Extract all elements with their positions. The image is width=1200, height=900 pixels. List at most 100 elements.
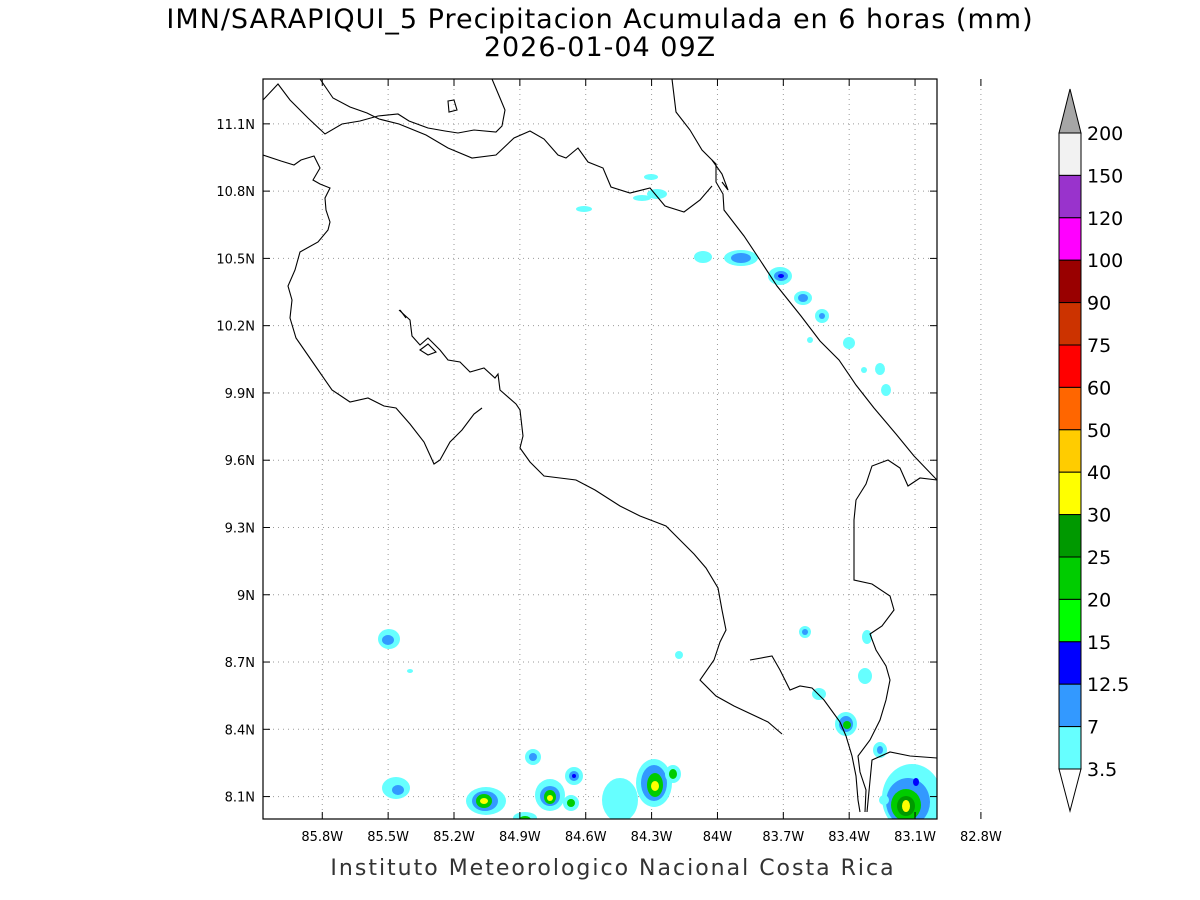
colorbar-level-label: 150 xyxy=(1087,165,1123,187)
gulf-nicoya-coastline xyxy=(398,309,783,735)
colorbar-swatch xyxy=(1058,471,1082,516)
colorbar-swatch xyxy=(1058,556,1082,600)
colorbar-level-label: 3.5 xyxy=(1087,759,1117,781)
precip-patch xyxy=(382,635,394,645)
nicoya-pacific-coastline xyxy=(263,154,483,465)
colorbar-level-label: 15 xyxy=(1087,632,1111,654)
precip-patch xyxy=(798,294,808,302)
colorbar-level-label: 100 xyxy=(1087,250,1123,272)
lon-tick-label: 85.5W xyxy=(367,830,409,845)
lon-tick-label: 85.8W xyxy=(301,830,343,845)
colorbar-swatch xyxy=(1058,302,1082,346)
lat-tick-label: 10.5N xyxy=(216,252,255,267)
colorbar-level-label: 40 xyxy=(1087,462,1111,484)
lat-tick-label: 10.2N xyxy=(216,320,255,335)
precip-patch xyxy=(529,753,537,761)
map-datetime: 2026-01-04 09Z xyxy=(483,32,717,63)
precip-patch xyxy=(819,313,825,319)
lon-tick-label: 83.7W xyxy=(762,830,804,845)
precip-patch xyxy=(633,195,651,201)
precip-patch xyxy=(778,274,784,278)
lon-tick-label: 83.4W xyxy=(828,830,870,845)
lat-tick-label: 9.9N xyxy=(225,387,255,402)
colorbar-level-label: 20 xyxy=(1087,589,1111,611)
precip-patch xyxy=(802,629,808,635)
precip-patch xyxy=(902,800,910,812)
colorbar-swatch xyxy=(1058,344,1082,388)
precip-patch xyxy=(875,363,885,375)
precip-patch xyxy=(879,795,889,805)
lat-tick-label: 8.4N xyxy=(225,723,255,738)
lon-tick-label: 84.6W xyxy=(565,830,607,845)
colorbar-swatch xyxy=(1058,386,1082,431)
colorbar-swatch xyxy=(1058,683,1082,728)
precip-patch xyxy=(669,769,677,779)
lon-tick-label: 84.3W xyxy=(631,830,673,845)
colorbar-level-label: 30 xyxy=(1087,505,1111,527)
panama-border xyxy=(866,751,937,813)
precip-patch xyxy=(547,795,553,801)
colorbar-level-label: 50 xyxy=(1087,420,1111,442)
colorbar-level-label: 25 xyxy=(1087,547,1111,569)
precip-patch xyxy=(513,812,537,819)
colorbar-level-label: 7 xyxy=(1087,717,1099,739)
colorbar-level-label: 75 xyxy=(1087,335,1111,357)
lat-tick-label: 8.7N xyxy=(225,656,255,671)
colorbar-swatch xyxy=(1058,598,1082,643)
nicaragua-border-coastline xyxy=(263,79,506,135)
caribbean-coastline xyxy=(671,79,937,481)
precip-patch xyxy=(858,668,872,684)
lon-tick-label: 84W xyxy=(703,830,733,845)
colorbar-level-label: 60 xyxy=(1087,377,1111,399)
gridlines xyxy=(263,79,982,819)
precip-patch xyxy=(877,746,883,754)
lat-tick-label: 9.3N xyxy=(225,521,255,536)
lon-tick-label: 85.2W xyxy=(433,830,475,845)
lat-tick-label: 9.6N xyxy=(225,454,255,469)
precip-patch xyxy=(651,781,659,791)
colorbar-swatch xyxy=(1058,217,1082,261)
colorbar-swatch xyxy=(1058,132,1082,176)
precip-patch xyxy=(675,651,683,659)
precip-patch xyxy=(861,367,867,373)
lat-tick-label: 11.1N xyxy=(216,118,255,133)
footer-credit: Instituto Meteorologico Nacional Costa R… xyxy=(330,856,896,881)
colorbar-level-label: 120 xyxy=(1087,208,1123,230)
colorbar-swatch xyxy=(1058,174,1082,219)
map-frame xyxy=(262,78,938,820)
colorbar-swatch xyxy=(1058,726,1082,770)
lon-tick-label: 84.9W xyxy=(499,830,541,845)
precip-patch xyxy=(576,206,592,212)
colorbar-level-label: 90 xyxy=(1087,293,1111,315)
precip-patch xyxy=(647,189,667,199)
coastline-layer xyxy=(263,79,937,813)
golfo-dulce-coast xyxy=(853,459,937,813)
precip-patch xyxy=(881,384,891,396)
colorbar-legend: 200 150 120 100 90 75 60 50 40 30 25 20 15 12.5 7 3.5 xyxy=(1058,88,1129,813)
colorbar-level-label: 200 xyxy=(1087,123,1123,145)
precipitation-layer xyxy=(378,174,937,819)
precip-patch xyxy=(644,174,658,180)
colorbar-level-label: 12.5 xyxy=(1087,674,1129,696)
precip-patch xyxy=(567,799,575,807)
colorbar-swatch xyxy=(1058,429,1082,473)
precip-patch xyxy=(913,778,919,786)
lon-tick-label: 82.8W xyxy=(960,830,1002,845)
bolanos-island xyxy=(447,99,458,113)
lat-tick-label: 9N xyxy=(237,589,255,604)
precip-patch xyxy=(572,774,576,778)
colorbar-swatch xyxy=(1058,641,1082,685)
lat-tick-label: 10.8N xyxy=(216,185,255,200)
lon-tick-label: 83.1W xyxy=(894,830,936,845)
caribbean-coast-tip xyxy=(711,159,729,191)
map-title: IMN/SARAPIQUI_5 Precipitacion Acumulada … xyxy=(166,4,1034,35)
map-axes: 85.8W 85.5W 85.2W 84.9W 84.6W 84.3W 84W 83.7W 83… xyxy=(216,79,1002,845)
colorbar-arrow-bottom xyxy=(1058,768,1082,813)
precip-patch xyxy=(862,630,872,644)
osa-peninsula xyxy=(749,655,861,813)
precip-patch xyxy=(694,251,712,263)
chira-island xyxy=(419,343,437,356)
precip-patch xyxy=(480,798,488,804)
precip-patch xyxy=(843,721,851,729)
colorbar-arrow-top xyxy=(1058,88,1082,134)
